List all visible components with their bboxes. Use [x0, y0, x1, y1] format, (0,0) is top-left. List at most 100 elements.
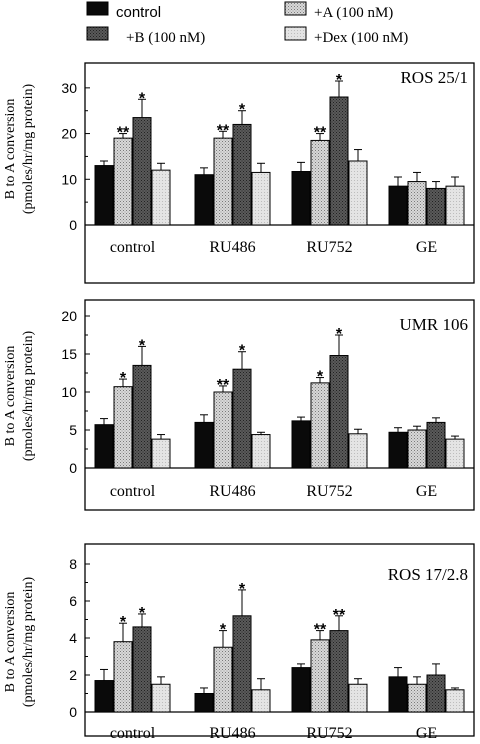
bar-control-s1: [113, 386, 133, 469]
category-label: GE: [416, 239, 437, 256]
y-tick-label: 10: [61, 171, 77, 187]
panel-frame: [84, 543, 475, 737]
bar-control-s0: [94, 424, 114, 469]
y-tick-label: 20: [61, 126, 77, 142]
y-axis-label-line2: (pmoles/hr/mg protein): [21, 84, 36, 215]
bar-ru486-s1: [213, 137, 233, 226]
y-axis-label-line2: (pmoles/hr/mg protein): [21, 577, 36, 708]
y-tick-label: 20: [61, 308, 77, 324]
significance-marker: **: [314, 622, 327, 639]
legend-swatch-3: [284, 26, 307, 41]
significance-marker: **: [117, 125, 130, 142]
panel-title: ROS 17/2.8: [388, 565, 468, 584]
significance-marker: *: [120, 370, 127, 387]
significance-marker: *: [139, 337, 146, 354]
significance-marker: *: [139, 90, 146, 107]
category-label: RU486: [209, 483, 255, 500]
bar-control-s3: [151, 169, 171, 226]
legend-swatch-1: [284, 1, 307, 16]
significance-marker: **: [217, 122, 230, 139]
bar-ru486-s1: [213, 646, 233, 713]
category-label: GE: [416, 483, 437, 500]
significance-marker: *: [120, 614, 127, 631]
category-label: RU752: [306, 725, 352, 742]
panel-frame: [84, 62, 475, 284]
bar-ge-s1: [407, 429, 427, 469]
legend-swatch-2: [86, 26, 109, 41]
bar-ru486-s2: [232, 368, 252, 469]
y-axis-label-line1: B to A conversion: [3, 99, 18, 200]
bar-control-s3: [151, 438, 171, 469]
chart-panel-2: 0 2 4 6 8 B to A conversion (pmoles/hr/mg prot…: [3, 543, 475, 742]
category-label: control: [110, 239, 156, 256]
bar-ru486-s0: [194, 421, 214, 469]
y-axis-label-line1: B to A conversion: [3, 592, 18, 693]
bar-ru486-s1: [213, 391, 233, 469]
bar-control-s2: [132, 364, 152, 469]
y-tick-label: 6: [69, 593, 77, 609]
significance-marker: *: [239, 343, 246, 360]
category-label: RU486: [209, 239, 255, 256]
y-tick-label: 0: [69, 217, 77, 233]
bar-ru486-s3: [251, 434, 271, 469]
legend-swatch-0: [86, 1, 109, 16]
bar-ru752-s1: [310, 382, 330, 469]
y-tick-label: 0: [69, 460, 77, 476]
category-label: GE: [416, 725, 437, 742]
category-label: RU752: [306, 483, 352, 500]
significance-marker: **: [217, 377, 230, 394]
y-tick-label: 30: [61, 80, 77, 96]
bar-ru486-s3: [251, 689, 271, 713]
chart-panel-0: 0 10 20 30 B to A conversion (pmoles/hr/mg pr…: [3, 62, 475, 284]
category-label: RU486: [209, 725, 255, 742]
bar-ge-s2: [426, 674, 446, 713]
bar-control-s1: [113, 641, 133, 713]
bar-ru752-s0: [291, 420, 311, 469]
bar-ru752-s2: [329, 355, 349, 469]
significance-marker: *: [239, 102, 246, 119]
chart-panel-1: 0 5 10 15 20 B to A conversion (pmoles/hr/mg p…: [3, 299, 475, 511]
bar-ru752-s0: [291, 667, 311, 713]
significance-marker: **: [314, 125, 327, 142]
bar-ge-s2: [426, 187, 446, 226]
panel-frame: [84, 299, 475, 511]
bar-ru752-s3: [348, 683, 368, 713]
y-tick-label: 15: [61, 346, 77, 362]
significance-marker: *: [220, 622, 227, 639]
significance-marker: *: [336, 72, 343, 89]
bar-ru752-s3: [348, 433, 368, 469]
bar-ge-s1: [407, 181, 427, 226]
bar-ru486-s2: [232, 615, 252, 713]
y-axis-label-line2: (pmoles/hr/mg protein): [21, 331, 36, 462]
bar-ru752-s1: [310, 639, 330, 713]
y-tick-label: 0: [69, 704, 77, 720]
legend-label-3: +Dex (100 nM): [314, 30, 408, 46]
legend-label-0: control: [116, 4, 161, 21]
bar-ge-s2: [426, 421, 446, 469]
bar-control-s1: [113, 137, 133, 226]
bar-ge-s0: [388, 431, 408, 469]
y-tick-label: 5: [69, 422, 77, 438]
bar-ge-s3: [445, 185, 465, 226]
significance-marker: *: [336, 326, 343, 343]
significance-marker: *: [317, 369, 324, 386]
category-label: RU752: [306, 239, 352, 256]
legend-label-2: +B (100 nM): [126, 30, 205, 46]
bar-ge-s0: [388, 676, 408, 713]
panel-title: ROS 25/1: [400, 68, 468, 87]
bar-control-s2: [132, 626, 152, 713]
bar-ru486-s0: [194, 174, 214, 226]
bar-ru752-s0: [291, 171, 311, 226]
significance-marker: *: [239, 581, 246, 598]
category-label: control: [110, 725, 156, 742]
y-tick-label: 8: [69, 556, 77, 572]
y-tick-label: 10: [61, 384, 77, 400]
y-tick-label: 2: [69, 667, 77, 683]
category-label: control: [110, 483, 156, 500]
significance-marker: *: [139, 605, 146, 622]
bar-control-s0: [94, 165, 114, 226]
y-axis-label-line1: B to A conversion: [3, 346, 18, 447]
bar-ru486-s0: [194, 693, 214, 713]
bar-control-s3: [151, 683, 171, 713]
